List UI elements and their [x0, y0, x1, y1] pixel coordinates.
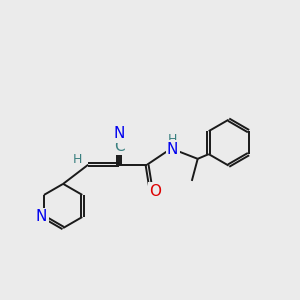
Text: C: C — [114, 139, 124, 154]
Text: N: N — [113, 126, 125, 141]
Text: H: H — [168, 133, 177, 146]
Text: N: N — [167, 142, 178, 157]
Text: N: N — [36, 209, 47, 224]
Text: O: O — [149, 184, 161, 199]
Text: H: H — [72, 153, 82, 166]
